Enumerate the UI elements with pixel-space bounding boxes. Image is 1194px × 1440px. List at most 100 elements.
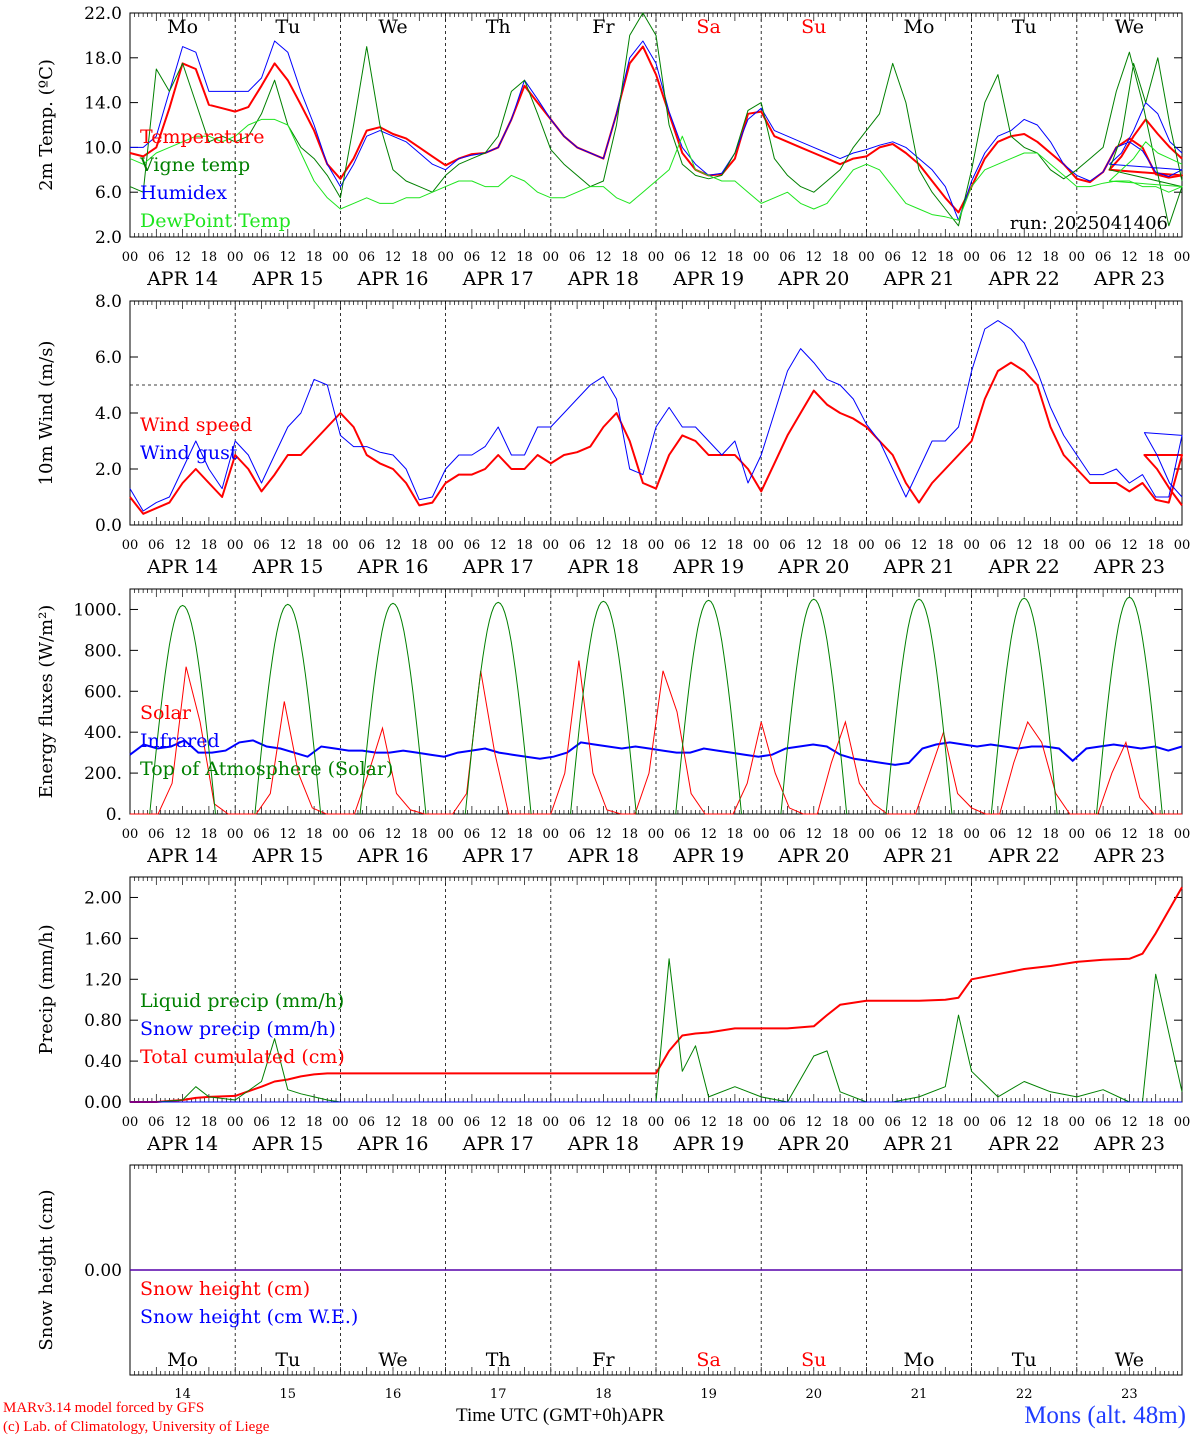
day-number-label: 19 — [700, 1387, 717, 1402]
y-tick-label: 2.0 — [95, 228, 122, 248]
hour-tick-label: 06 — [884, 538, 901, 553]
hour-tick-label: 00 — [648, 538, 665, 553]
hour-tick-label: 06 — [884, 827, 901, 842]
hour-tick-label: 00 — [227, 827, 244, 842]
hour-tick-label: 00 — [1069, 538, 1086, 553]
y-tick-label: 400. — [84, 723, 122, 743]
hour-tick-label: 12 — [1016, 250, 1033, 265]
hour-tick-label: 12 — [385, 827, 402, 842]
hour-tick-label: 00 — [648, 827, 665, 842]
hour-tick-label: 00 — [858, 250, 875, 265]
hour-tick-label: 12 — [595, 1115, 612, 1130]
weekday-label: Tu — [275, 16, 300, 38]
hour-tick-label: 00 — [543, 538, 560, 553]
hour-tick-label: 18 — [1147, 538, 1164, 553]
hour-tick-label: 06 — [779, 538, 796, 553]
hour-tick-label: 18 — [201, 827, 218, 842]
hour-tick-label: 18 — [832, 1115, 849, 1130]
series-wind-gust — [129, 320, 1183, 512]
weekday-label: We — [1115, 16, 1144, 38]
y-tick-label: 0. — [106, 805, 122, 825]
hour-tick-label: 00 — [332, 1115, 349, 1130]
hour-tick-label: 18 — [621, 538, 638, 553]
hour-tick-label: 18 — [727, 250, 744, 265]
hour-tick-label: 12 — [280, 250, 297, 265]
series-toa-solar — [990, 597, 1058, 815]
hour-tick-label: 00 — [858, 827, 875, 842]
y-tick-label: 1.20 — [84, 970, 122, 990]
day-number-label: 16 — [385, 1387, 402, 1402]
weekday-label: Fr — [592, 1349, 615, 1371]
day-number-label: 14 — [174, 1387, 191, 1402]
legend-entry: Liquid precip (mm/h) — [140, 990, 344, 1012]
hour-tick-label: 00 — [1069, 250, 1086, 265]
date-label: APR 23 — [1093, 268, 1165, 290]
hour-tick-label: 06 — [569, 250, 586, 265]
hour-tick-label: 06 — [464, 250, 481, 265]
hour-tick-label: 18 — [306, 538, 323, 553]
hour-tick-label: 00 — [1069, 827, 1086, 842]
hour-tick-label: 12 — [806, 250, 823, 265]
series-total-cumulated-cm- — [130, 886, 1183, 1103]
hour-tick-label: 18 — [306, 1115, 323, 1130]
hour-tick-label: 06 — [358, 538, 375, 553]
y-axis-label: 2m Temp. (ºC) — [36, 59, 57, 191]
y-axis-label: 10m Wind (m/s) — [36, 341, 57, 486]
date-label: APR 15 — [251, 845, 323, 867]
date-label: APR 14 — [146, 556, 218, 578]
lab-credit: (c) Lab. of Climatology, University of L… — [3, 1419, 270, 1435]
hour-tick-label: 06 — [253, 250, 270, 265]
hour-tick-label: 18 — [411, 827, 428, 842]
hour-tick-label: 00 — [332, 250, 349, 265]
hour-tick-label: 12 — [490, 250, 507, 265]
y-tick-label: 0.80 — [84, 1011, 122, 1031]
hour-tick-label: 18 — [1042, 1115, 1059, 1130]
hour-tick-label: 12 — [385, 1115, 402, 1130]
date-label: APR 14 — [146, 845, 218, 867]
hour-tick-label: 00 — [753, 1115, 770, 1130]
date-label: APR 15 — [251, 556, 323, 578]
hour-tick-label: 18 — [832, 827, 849, 842]
hour-tick-label: 00 — [858, 538, 875, 553]
hour-tick-label: 00 — [963, 250, 980, 265]
hour-tick-label: 12 — [1016, 538, 1033, 553]
y-tick-label: 4.0 — [95, 404, 122, 424]
hour-tick-label: 00 — [1174, 538, 1191, 553]
y-axis-label: Energy fluxes (W/m²) — [36, 605, 57, 799]
hour-tick-label: 00 — [753, 538, 770, 553]
y-tick-label: 1000. — [73, 600, 122, 620]
hour-tick-label: 18 — [727, 827, 744, 842]
legend-entry: Solar — [140, 702, 192, 724]
legend-entry: Wind gust — [140, 442, 238, 464]
hour-tick-label: 00 — [648, 250, 665, 265]
y-tick-label: 6.0 — [95, 183, 122, 203]
hour-tick-label: 12 — [174, 538, 191, 553]
hour-tick-label: 12 — [385, 250, 402, 265]
date-label: APR 16 — [356, 268, 428, 290]
hour-tick-label: 18 — [516, 250, 533, 265]
hour-tick-label: 06 — [148, 538, 165, 553]
hour-tick-label: 18 — [306, 827, 323, 842]
hour-tick-label: 00 — [1174, 250, 1191, 265]
date-label: APR 17 — [462, 1133, 534, 1155]
hour-tick-label: 00 — [332, 827, 349, 842]
y-axis-label: Snow height (cm) — [36, 1189, 57, 1350]
hour-tick-label: 12 — [174, 827, 191, 842]
series-solar — [130, 660, 1182, 815]
hour-tick-label: 18 — [832, 250, 849, 265]
hour-tick-label: 18 — [1042, 827, 1059, 842]
hour-tick-label: 12 — [700, 827, 717, 842]
hour-tick-label: 06 — [1095, 250, 1112, 265]
day-number-label: 18 — [595, 1387, 612, 1402]
y-axis-label: Precip (mm/h) — [36, 924, 57, 1054]
hour-tick-label: 18 — [411, 1115, 428, 1130]
y-tick-label: 14.0 — [84, 94, 122, 114]
date-label: APR 19 — [672, 556, 744, 578]
hour-tick-label: 06 — [464, 538, 481, 553]
run-annotation: run: 2025041406 — [1010, 213, 1168, 234]
y-tick-label: 6.0 — [95, 348, 122, 368]
y-tick-label: 0.0 — [95, 516, 122, 536]
hour-tick-label: 12 — [1121, 250, 1138, 265]
date-label: APR 20 — [777, 268, 849, 290]
